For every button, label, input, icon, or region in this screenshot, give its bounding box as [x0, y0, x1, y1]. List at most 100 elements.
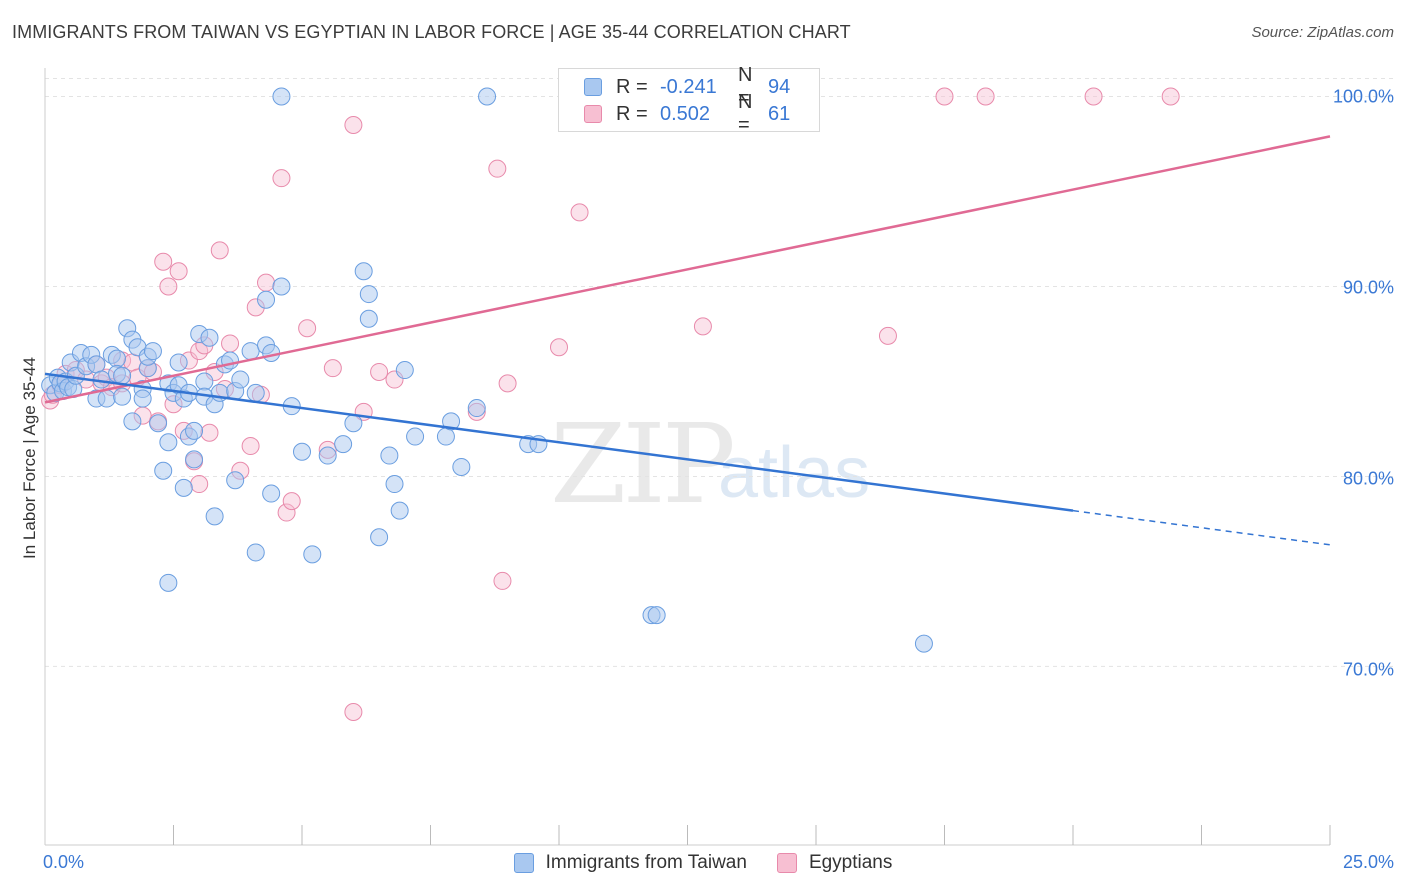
taiwan-point — [226, 471, 245, 490]
taiwan-point — [354, 262, 373, 281]
legend-item-egypt[interactable]: Egyptians — [776, 852, 892, 874]
taiwan-point — [246, 383, 265, 402]
egypt-point — [159, 277, 178, 296]
egypt-point — [272, 169, 291, 188]
taiwan-point — [272, 87, 291, 106]
egypt-point — [370, 362, 389, 381]
axes — [44, 68, 1331, 846]
egypt-point — [221, 334, 240, 353]
taiwan-points — [41, 87, 933, 653]
taiwan-point — [113, 387, 132, 406]
egypt-point — [241, 437, 260, 456]
taiwan-point — [159, 573, 178, 592]
egypt-n-label: N = — [738, 91, 753, 136]
legend-row-egypt: R = 0.502 N = 61 — [584, 91, 791, 136]
egypt-point — [1084, 87, 1103, 106]
egypt-point — [550, 338, 568, 357]
taiwan-point — [262, 343, 281, 362]
egypt-trend-line — [44, 135, 1331, 404]
taiwan-legend-label: Immigrants from Taiwan — [545, 852, 747, 873]
taiwan-n-value: 94 — [768, 75, 791, 98]
egypt-swatch — [584, 105, 602, 123]
y-tick-70: 70.0% — [1342, 659, 1394, 680]
egypt-point — [298, 319, 317, 338]
taiwan-point — [133, 389, 152, 408]
taiwan-point — [159, 433, 178, 452]
y-tick-80: 80.0% — [1342, 468, 1394, 489]
grid-lines — [45, 77, 1395, 667]
watermark-zip: ZIP — [550, 400, 736, 528]
taiwan-point — [344, 414, 363, 433]
source-label: Source: ZipAtlas.com — [1251, 24, 1394, 41]
series-legend: Immigrants from Taiwan Egyptians — [0, 852, 1406, 874]
correlation-legend: R = -0.241 N = 94 R = 0.502 N = 61 — [558, 64, 820, 136]
egypt-point — [878, 326, 897, 345]
taiwan-point — [914, 634, 933, 653]
taiwan-point — [174, 478, 193, 497]
x-tick-left: 0.0% — [43, 852, 85, 872]
taiwan-point — [478, 87, 497, 106]
taiwan-point — [380, 446, 399, 465]
taiwan-point — [318, 446, 337, 465]
taiwan-point — [185, 450, 204, 469]
egypt-point — [935, 87, 954, 106]
egypt-point — [488, 159, 507, 178]
egypt-point — [154, 252, 173, 271]
egypt-point — [190, 475, 209, 494]
taiwan-point — [143, 342, 162, 361]
taiwan-point — [241, 342, 260, 361]
taiwan-point — [334, 435, 353, 454]
egypt-point — [210, 241, 229, 260]
egypt-point — [1161, 87, 1180, 106]
taiwan-point — [385, 475, 404, 494]
taiwan-point — [370, 528, 389, 547]
egypt-point — [570, 203, 589, 222]
egypt-r-label: R = — [616, 102, 648, 125]
legend-row-taiwan: R = -0.241 N = 94 — [584, 64, 791, 109]
taiwan-swatch — [584, 78, 602, 96]
egypt-point — [344, 703, 363, 722]
egypt-point — [200, 423, 219, 442]
taiwan-point — [154, 461, 173, 480]
taiwan-point — [257, 290, 276, 309]
egypt-point — [277, 503, 296, 522]
taiwan-point — [149, 414, 168, 433]
taiwan-point — [395, 361, 414, 380]
taiwan-point — [169, 353, 188, 372]
egypt-point — [323, 359, 342, 378]
taiwan-point — [293, 442, 311, 461]
x-tick-right: 25.0% — [1342, 852, 1394, 872]
egypt-legend-swatch — [776, 853, 797, 873]
taiwan-point — [195, 372, 214, 391]
taiwan-point — [390, 501, 409, 520]
egypt-r-value: 0.502 — [660, 102, 711, 125]
taiwan-point — [200, 328, 219, 347]
taiwan-trend-extension — [1072, 509, 1331, 546]
taiwan-point — [87, 355, 106, 374]
legend-item-taiwan[interactable]: Immigrants from Taiwan — [513, 852, 747, 874]
egypt-point — [344, 115, 363, 134]
taiwan-point — [272, 277, 291, 296]
y-axis-label: In Labor Force | Age 35-44 — [20, 357, 39, 559]
egypt-n-value: 61 — [768, 102, 791, 125]
taiwan-point — [359, 309, 378, 328]
taiwan-point — [246, 543, 265, 562]
taiwan-trend-line — [44, 372, 1074, 512]
taiwan-point — [97, 389, 116, 408]
taiwan-point — [303, 545, 322, 564]
y-tick-100: 100.0% — [1332, 86, 1394, 107]
taiwan-point — [262, 484, 281, 503]
taiwan-point — [113, 366, 132, 385]
taiwan-point — [442, 412, 461, 431]
egypt-point — [693, 317, 712, 336]
trend-lines — [44, 135, 1331, 546]
taiwan-point — [185, 421, 204, 440]
taiwan-point — [205, 507, 224, 526]
taiwan-r-value: -0.241 — [660, 75, 717, 98]
taiwan-r-label: R = — [616, 75, 648, 98]
egypt-point — [257, 273, 276, 292]
taiwan-n-label: N = — [738, 64, 753, 109]
taiwan-point — [359, 285, 378, 304]
taiwan-point — [452, 457, 471, 476]
